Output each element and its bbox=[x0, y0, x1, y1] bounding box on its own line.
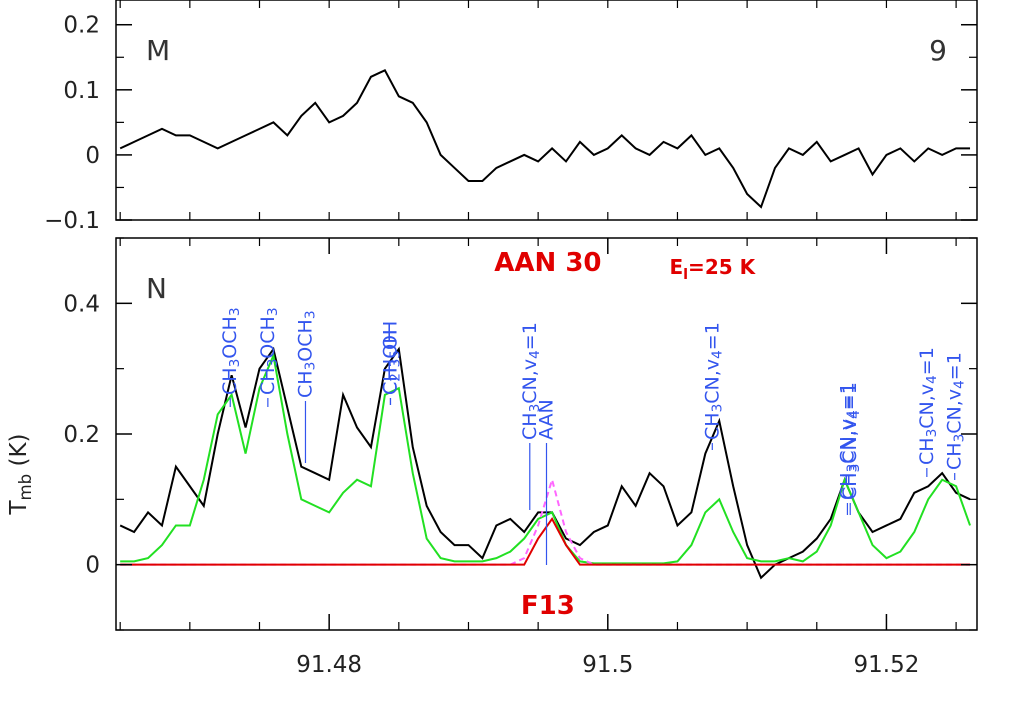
annotation: F13 bbox=[521, 591, 575, 621]
y-tick-label: 0 bbox=[85, 553, 100, 579]
line-label: CH3OCH3 bbox=[256, 307, 281, 395]
line-label: C2H5OH bbox=[379, 321, 404, 395]
x-tick-label: 91.5 bbox=[582, 652, 633, 678]
line-label: CH3CN,v4=1 bbox=[839, 382, 864, 500]
x-tick-label: 91.52 bbox=[854, 652, 920, 678]
y-tick-label: −0.1 bbox=[44, 208, 100, 234]
annotation: AAN 30 bbox=[494, 248, 601, 278]
y-tick-label: 0.2 bbox=[63, 13, 100, 39]
spectrum-line bbox=[119, 68, 971, 209]
line-label: AAN bbox=[535, 399, 557, 440]
x-tick-label: 91.48 bbox=[296, 652, 362, 678]
plot-area bbox=[119, 346, 971, 580]
spectrum-line bbox=[120, 352, 971, 565]
line-label: CH3CN,v4=1 bbox=[701, 322, 726, 440]
line-label: CH3CN,v4=1 bbox=[836, 382, 861, 500]
panel-number: 9 bbox=[929, 34, 947, 67]
y-tick-label: 0.4 bbox=[63, 291, 100, 317]
line-label: CH3OCH3 bbox=[294, 310, 319, 398]
y-tick-label: 0.2 bbox=[63, 422, 100, 448]
line-label: CH3OH bbox=[379, 329, 404, 395]
y-axis-label: Tmb (K) bbox=[6, 433, 35, 515]
plot-area bbox=[119, 68, 971, 209]
panel-label: M bbox=[146, 34, 170, 67]
line-label: CH3CN,v4=1 bbox=[943, 352, 968, 470]
y-tick-label: 0.1 bbox=[63, 78, 100, 104]
frame bbox=[115, 0, 978, 221]
line-label: CH3CN,v4=1 bbox=[518, 322, 543, 440]
panel-label: N bbox=[146, 272, 167, 305]
line-label: CH3OCH3 bbox=[219, 307, 244, 395]
spectrum-line bbox=[119, 346, 971, 580]
line-label: CH3CN,v4=1 bbox=[915, 347, 940, 465]
y-tick-label: 0 bbox=[85, 143, 100, 169]
spectrum-line bbox=[120, 517, 971, 566]
annotation: El=25 K bbox=[669, 255, 756, 283]
